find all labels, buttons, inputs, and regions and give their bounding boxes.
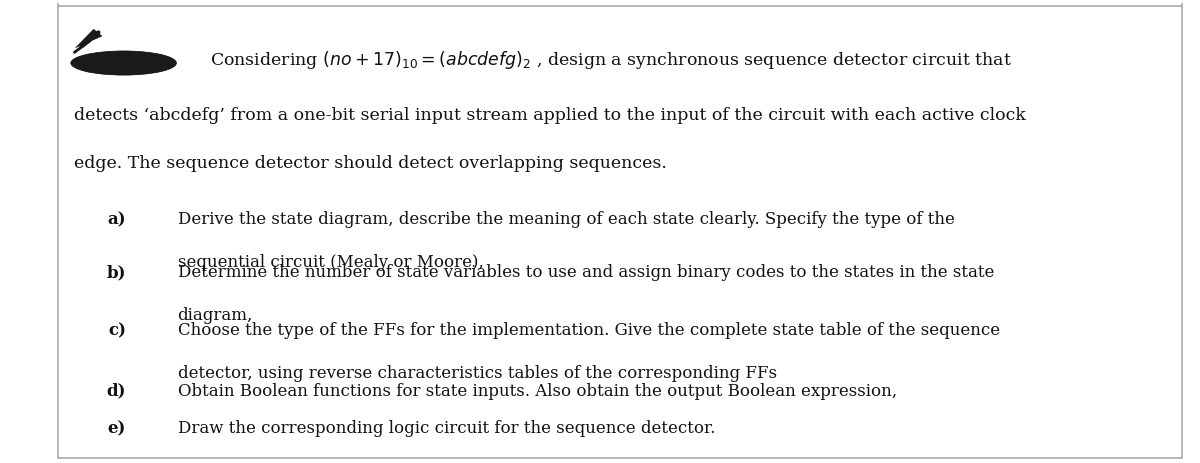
Text: diagram,: diagram, <box>178 307 253 324</box>
Text: Choose the type of the FFs for the implementation. Give the complete state table: Choose the type of the FFs for the imple… <box>178 322 1000 339</box>
Text: sequential circuit (Mealy or Moore),: sequential circuit (Mealy or Moore), <box>178 253 484 270</box>
Text: Considering $(no+17)_{10}=(abcdefg)_2$ , design a synchronous sequence detector : Considering $(no+17)_{10}=(abcdefg)_2$ ,… <box>210 49 1012 70</box>
Text: edge. The sequence detector should detect overlapping sequences.: edge. The sequence detector should detec… <box>74 155 667 172</box>
Polygon shape <box>76 30 102 49</box>
Text: b): b) <box>107 264 126 281</box>
Text: a): a) <box>107 211 126 228</box>
Text: c): c) <box>108 322 126 339</box>
Text: d): d) <box>107 382 126 399</box>
Text: Derive the state diagram, describe the meaning of each state clearly. Specify th: Derive the state diagram, describe the m… <box>178 211 954 228</box>
Text: detector, using reverse characteristics tables of the corresponding FFs: detector, using reverse characteristics … <box>178 364 776 382</box>
Text: Draw the corresponding logic circuit for the sequence detector.: Draw the corresponding logic circuit for… <box>178 419 715 436</box>
Text: detects ‘abcdefg’ from a one-bit serial input stream applied to the input of the: detects ‘abcdefg’ from a one-bit serial … <box>74 106 1026 124</box>
Ellipse shape <box>71 52 176 76</box>
Text: Obtain Boolean functions for state inputs. Also obtain the output Boolean expres: Obtain Boolean functions for state input… <box>178 382 896 399</box>
Text: e): e) <box>108 419 126 436</box>
Text: Determine the number of state variables to use and assign binary codes to the st: Determine the number of state variables … <box>178 264 994 281</box>
